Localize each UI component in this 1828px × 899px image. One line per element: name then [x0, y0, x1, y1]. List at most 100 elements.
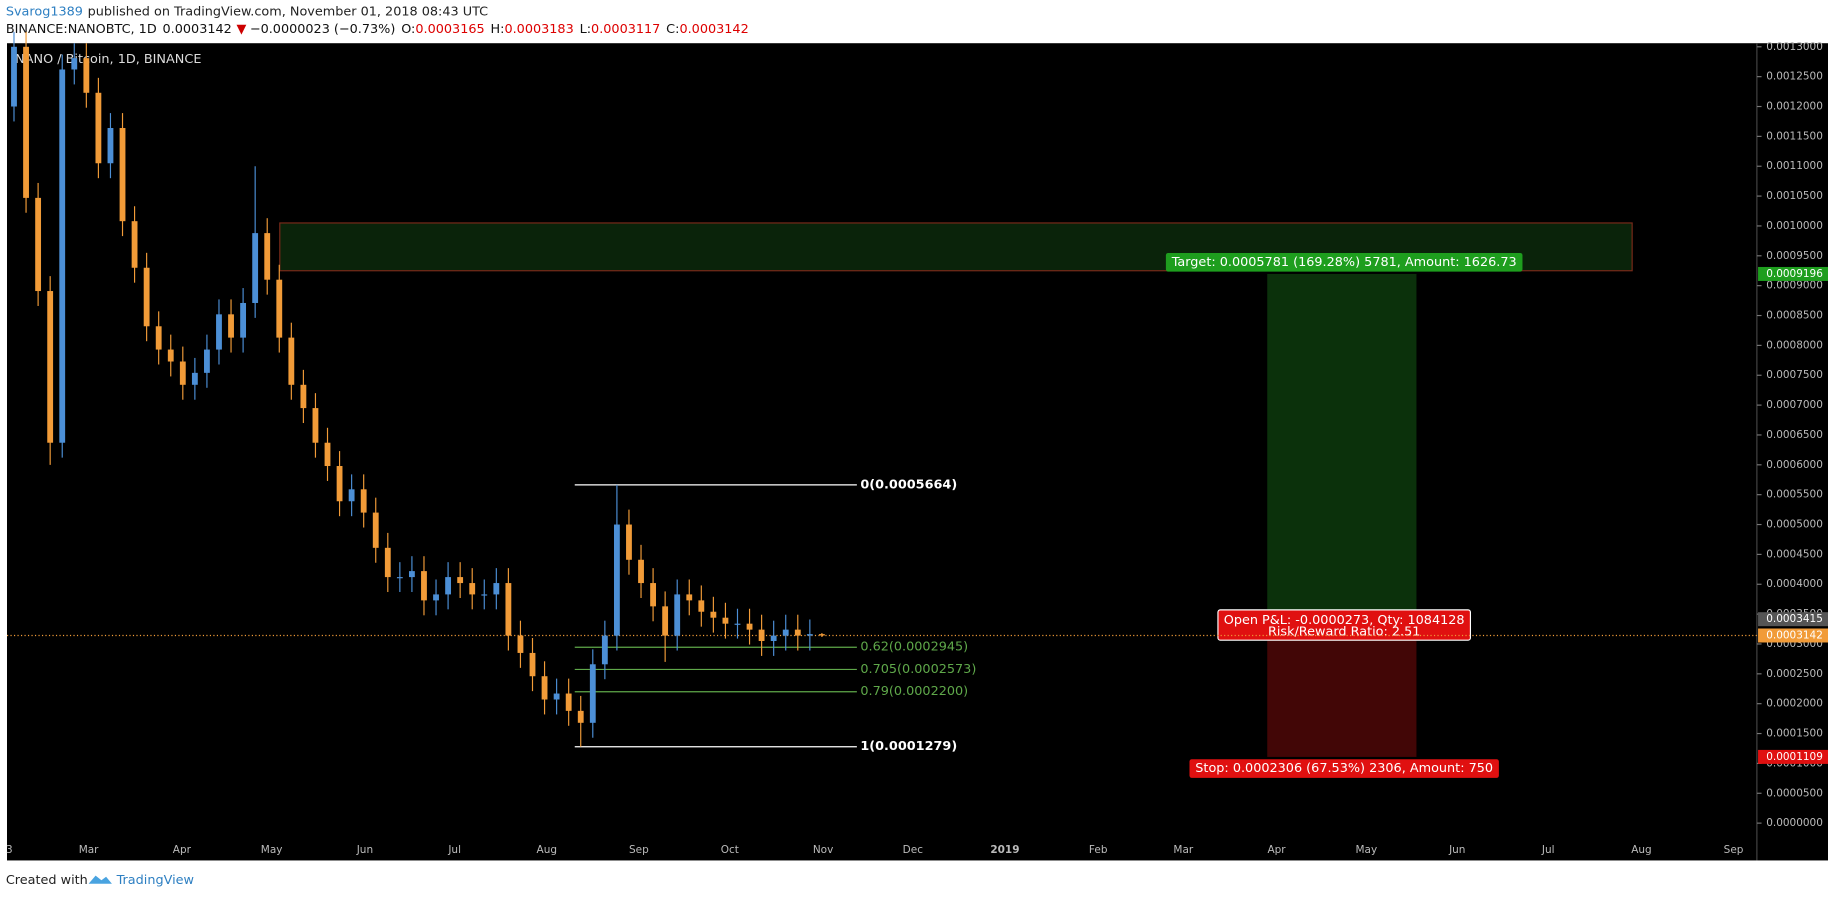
author[interactable]: Svarog1389: [6, 4, 83, 19]
candle-body: [710, 611, 717, 618]
loss-area: [1267, 619, 1417, 757]
y-tick-label: 0.0010500: [1766, 190, 1823, 202]
y-tick-label: 0.0010000: [1766, 220, 1823, 232]
x-tick-label: Aug: [1631, 844, 1651, 856]
y-tick-label: 0.0012500: [1766, 71, 1823, 83]
candle-body: [650, 583, 656, 607]
candle-body: [662, 606, 669, 636]
candle-body: [360, 489, 367, 513]
candle-body: [818, 634, 825, 636]
candle-body: [191, 372, 198, 385]
candle-body: [240, 302, 247, 338]
change: −0.0000023 (−0.73%): [250, 22, 396, 37]
x-tick-label: Jul: [1541, 844, 1555, 856]
published: published on TradingView.com, November 0…: [88, 4, 489, 19]
candle-body: [384, 547, 391, 578]
candle-body: [409, 571, 415, 578]
symbol: BINANCE:NANOBTC, 1D: [6, 22, 157, 37]
candle-body: [493, 583, 500, 595]
price-tag: [1758, 628, 1828, 643]
x-tick-label: Nov: [813, 844, 833, 856]
header-line-2: BINANCE:NANOBTC, 1D 0.0003142 ▼ −0.0000023 …: [6, 22, 749, 37]
candle-body: [517, 635, 524, 653]
candle-body: [348, 489, 355, 502]
candle-body: [324, 442, 331, 467]
price-tag: [1758, 266, 1828, 281]
y-tick-label: 0.0008500: [1766, 310, 1823, 322]
candle-body: [529, 652, 536, 677]
x-tick-label: Jul: [447, 844, 461, 856]
candle-body: [613, 524, 620, 636]
candle-body: [626, 524, 632, 560]
candle-body: [734, 623, 741, 625]
candle-body: [433, 594, 439, 601]
y-tick-label: 0.0006000: [1766, 459, 1823, 471]
candle-body: [107, 128, 114, 164]
candle-body: [143, 267, 150, 327]
x-tick-label: 2019: [990, 844, 1019, 856]
ohlc-key: H:: [491, 22, 505, 37]
price-tag-label: 0.0003142: [1766, 629, 1823, 641]
candle-body: [722, 617, 729, 624]
candle-body: [47, 291, 54, 443]
candle-body: [481, 594, 488, 596]
y-tick-label: 0.0013000: [1766, 41, 1823, 53]
candle-body: [421, 571, 427, 601]
y-tick-label: 0.0004000: [1766, 578, 1823, 590]
pnl-box: [1217, 609, 1472, 641]
last: 0.0003142: [163, 22, 232, 37]
candle-body: [372, 512, 379, 548]
y-tick-label: 0.0000000: [1766, 817, 1823, 829]
ohlc-value: 0.0003142: [679, 22, 748, 37]
y-tick-label: 0.0009000: [1766, 280, 1823, 292]
candle-body: [288, 337, 295, 385]
y-tick-label: 0.0012000: [1766, 101, 1823, 113]
y-tick-label: 0.0006500: [1766, 429, 1823, 441]
candle-body: [336, 466, 343, 502]
header-line-1: Svarog1389 published on TradingView.com, …: [6, 4, 488, 19]
candle-body: [806, 634, 813, 636]
candle-body: [565, 693, 572, 711]
price-tag: [1758, 612, 1828, 627]
candle-body: [396, 577, 403, 579]
y-tick-label: 0.0007500: [1766, 369, 1823, 381]
price-tag-label: 0.0009196: [1766, 268, 1823, 280]
candle-body: [589, 664, 596, 723]
fib-label: 0.62(0.0002945): [860, 640, 968, 655]
candle-body: [794, 629, 801, 636]
ohlc-value: 0.0003117: [591, 22, 660, 37]
candle-body: [35, 197, 42, 292]
candle-body: [758, 629, 765, 641]
candle-body: [216, 314, 222, 350]
candle-body: [228, 314, 234, 338]
candle-body: [59, 69, 66, 443]
candle-body: [71, 58, 78, 70]
candle-body: [83, 58, 90, 93]
y-tick-label: 0.0009500: [1766, 250, 1823, 262]
ratio-label: Risk/Reward Ratio: 2.51: [1268, 625, 1420, 640]
ohlc-value: 0.0003165: [415, 22, 484, 37]
x-tick-label: Jun: [356, 844, 373, 856]
chart-title: NANO / Bitcoin, 1D, BINANCE: [15, 52, 201, 67]
candle-body: [770, 635, 777, 641]
footer-brand[interactable]: TradingView: [116, 873, 194, 888]
x-tick-label: 3: [6, 844, 13, 856]
stop-label-box: [1189, 759, 1499, 778]
candle-body: [577, 710, 584, 723]
y-tick-label: 0.0011000: [1766, 160, 1823, 172]
logo: [88, 875, 112, 884]
x-tick-label: Mar: [1173, 844, 1193, 856]
x-tick-label: Dec: [903, 844, 924, 856]
candle-body: [782, 629, 789, 636]
candle-body: [131, 221, 138, 268]
y-tick-label: 0.0000500: [1766, 787, 1823, 799]
candle-body: [505, 583, 512, 636]
x-tick-label: May: [261, 844, 283, 856]
x-tick-label: Feb: [1089, 844, 1108, 856]
x-tick-label: Aug: [537, 844, 557, 856]
x-tick-label: Mar: [79, 844, 99, 856]
fib-label: 0(0.0005664): [860, 477, 957, 492]
stop-label: Stop: 0.0002306 (67.53%) 2306, Amount: 7…: [1195, 761, 1493, 776]
y-tick-label: 0.0001500: [1766, 728, 1823, 740]
y-tick-label: 0.0007000: [1766, 399, 1823, 411]
